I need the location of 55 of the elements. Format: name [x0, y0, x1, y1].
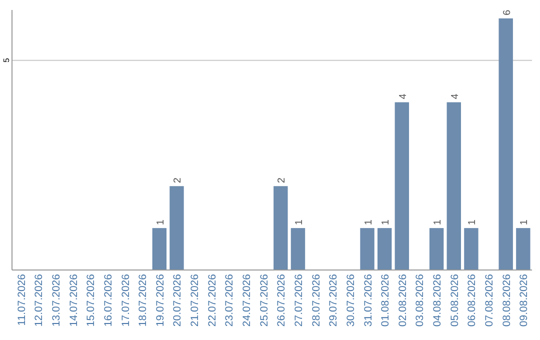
- x-tick-label: 24.07.2026: [241, 274, 254, 327]
- x-tick-label: 17.07.2026: [120, 274, 132, 327]
- x-tick-label: 13.07.2026: [50, 274, 62, 327]
- data-label: 1: [363, 219, 374, 226]
- bar: [170, 186, 184, 270]
- bar: [377, 228, 392, 270]
- bar: [360, 228, 374, 270]
- x-tick-label: 26.07.2026: [276, 274, 288, 327]
- x-tick-label: 29.07.2026: [328, 274, 340, 327]
- y-tick-label: 5: [2, 58, 11, 63]
- x-tick-label: 02.08.2026: [396, 274, 409, 327]
- bar: [274, 186, 288, 270]
- bar: [446, 102, 461, 270]
- bar: [152, 228, 167, 270]
- x-tick-label: 07.08.2026: [484, 274, 496, 327]
- data-label: 2: [172, 177, 184, 184]
- x-tick-label: 22.07.2026: [206, 274, 218, 327]
- x-tick-label: 06.08.2026: [466, 274, 478, 327]
- x-tick-label: 11.07.2026: [16, 274, 28, 326]
- x-tick-label: 12.07.2026: [33, 274, 46, 327]
- data-label: 1: [519, 219, 530, 226]
- x-tick-label: 09.08.2026: [518, 274, 530, 327]
- x-tick-label: 28.07.2026: [310, 274, 322, 327]
- data-label: 1: [467, 219, 478, 226]
- x-tick-label: 05.08.2026: [448, 274, 461, 327]
- x-tick-label: 30.07.2026: [344, 274, 357, 327]
- x-tick-label: 20.07.2026: [172, 274, 184, 327]
- bar: [498, 18, 513, 270]
- x-tick-label: 18.07.2026: [137, 274, 150, 327]
- x-tick-label: 16.07.2026: [102, 274, 114, 327]
- x-tick-label: 03.08.2026: [414, 274, 426, 327]
- x-tick-label: 04.08.2026: [432, 274, 444, 327]
- bar: [464, 228, 478, 270]
- x-tick-label: 14.07.2026: [68, 274, 80, 327]
- data-label: 6: [502, 9, 513, 16]
- bar: [394, 102, 410, 270]
- x-tick-label: 31.07.2026: [362, 274, 374, 327]
- data-label: 1: [432, 219, 444, 226]
- bar: [516, 228, 530, 270]
- data-label: 1: [155, 219, 166, 226]
- data-label: 1: [294, 219, 305, 226]
- x-tick-label: 23.07.2026: [224, 274, 236, 327]
- data-label: 4: [450, 93, 461, 100]
- x-tick-label: 08.08.2026: [500, 274, 513, 327]
- data-label: 2: [276, 177, 288, 184]
- bar: [290, 228, 306, 270]
- x-tick-label: 21.07.2026: [189, 274, 202, 327]
- x-tick-label: 19.07.2026: [154, 274, 166, 327]
- data-label: 1: [380, 219, 392, 226]
- data-label: 4: [398, 93, 409, 100]
- bar: [429, 228, 444, 270]
- x-tick-label: 25.07.2026: [258, 274, 270, 327]
- x-tick-label: 27.07.2026: [292, 274, 305, 327]
- x-tick-label: 15.07.2026: [85, 274, 98, 327]
- x-tick-label: 01.08.2026: [380, 274, 392, 327]
